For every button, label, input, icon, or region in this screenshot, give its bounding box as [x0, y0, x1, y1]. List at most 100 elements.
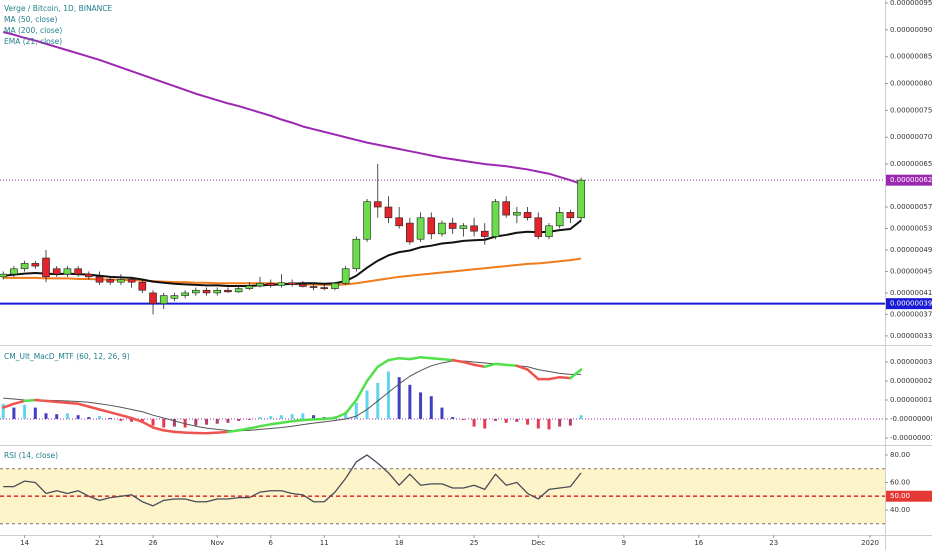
histogram-bar — [397, 377, 401, 419]
histogram-bar — [301, 413, 305, 419]
candle-body — [577, 179, 585, 219]
histogram-bar — [354, 402, 358, 419]
price-label-box — [886, 298, 932, 310]
histogram-bar — [579, 415, 583, 419]
macd-segment — [558, 375, 572, 380]
candle-body — [0, 273, 8, 278]
y-tick-label: 0.00000075 — [890, 106, 932, 114]
candle-body — [95, 276, 104, 283]
macd-segment — [333, 412, 347, 420]
y-tick-label: 0.00000037 — [890, 310, 932, 318]
macd-segment — [451, 358, 465, 364]
macd-segment — [226, 429, 240, 434]
y-tick-label: 0.00000080 — [890, 80, 932, 88]
histogram-bar — [55, 414, 59, 419]
candle-body — [245, 285, 254, 289]
candle-body — [127, 279, 136, 283]
x-tick-label: 14 — [20, 539, 29, 547]
x-tick-label: Dec — [532, 539, 546, 547]
macd-segment — [108, 411, 123, 417]
histogram-bar — [483, 418, 487, 429]
candle-body — [85, 273, 93, 278]
histogram-bar — [247, 418, 251, 420]
macd-segment — [87, 405, 101, 411]
candle-body — [138, 281, 147, 291]
macd-segment — [376, 358, 390, 369]
histogram-bar — [76, 415, 80, 419]
macd-segment — [162, 429, 176, 434]
macd-segment — [98, 408, 112, 414]
y-tick-label: 0.00000095 — [890, 0, 932, 7]
pane-title: CM_Ult_MacD_MTF (60, 12, 26, 9) — [4, 352, 130, 361]
macd-segment — [515, 364, 529, 371]
x-tick-label: 18 — [395, 539, 404, 547]
histogram-bar — [98, 416, 102, 419]
histogram-bar — [194, 418, 198, 426]
candle-body — [555, 212, 564, 227]
histogram-bar — [108, 418, 112, 419]
x-tick-label: 9 — [622, 539, 626, 547]
candle-body — [545, 225, 553, 237]
candle-body — [513, 212, 521, 216]
macd-segment — [248, 424, 262, 430]
candle-body — [117, 279, 125, 283]
candle-body — [52, 268, 61, 275]
y-tick-label: 60.00 — [890, 478, 910, 486]
histogram-bar — [269, 416, 273, 419]
price-label-box — [886, 490, 932, 502]
y-tick-label: 0.00000041 — [890, 289, 932, 297]
pane-title: RSI (14, close) — [4, 451, 58, 460]
macd-segment — [526, 368, 540, 381]
macd-segment — [462, 360, 476, 367]
macd-segment — [355, 379, 369, 402]
y-tick-label: 0.00000090 — [890, 26, 932, 34]
chart-title: Verge / Bitcoin, 1D, BINANCE — [4, 4, 113, 13]
candle-body — [341, 268, 350, 284]
candle-body — [534, 217, 543, 237]
histogram-bar — [504, 418, 508, 423]
rsi-line — [3, 454, 582, 507]
candle-body — [470, 225, 478, 232]
y-tick-label: 0.00000053 — [890, 224, 932, 232]
candle-body — [256, 282, 264, 287]
histogram-bar — [23, 404, 27, 419]
histogram-bar — [451, 417, 455, 419]
histogram-bar — [547, 418, 551, 430]
legend-entry: MA (50, close) — [4, 15, 58, 24]
histogram-bar — [290, 414, 294, 419]
x-tick-label: Nov — [210, 539, 224, 547]
histogram-bar — [44, 413, 48, 419]
histogram-bar — [226, 418, 230, 423]
candle-body — [277, 282, 286, 286]
histogram-bar — [344, 413, 348, 419]
macd-segment — [269, 421, 283, 426]
candle-body — [31, 263, 40, 267]
macd-segment — [397, 356, 412, 361]
candle-body — [106, 279, 115, 283]
legend-entry: MA (200, close) — [4, 26, 62, 35]
histogram-bar — [408, 384, 412, 419]
macd-segment — [215, 430, 230, 434]
x-tick-label: 16 — [694, 539, 703, 547]
price-label: 0.00000062 — [890, 176, 932, 184]
candle-body — [331, 282, 339, 289]
price-label-box — [886, 174, 932, 186]
price-label: 0.00000039 — [890, 300, 932, 308]
x-tick-label: 6 — [269, 539, 274, 547]
macd-segment — [290, 418, 305, 423]
macd-segment — [237, 427, 251, 432]
candle-body — [213, 289, 222, 294]
macd-segment — [173, 430, 187, 434]
macd-segment — [419, 356, 433, 360]
y-tick-label: 0.00000049 — [890, 246, 932, 254]
histogram-bar — [558, 418, 562, 427]
candle-body — [406, 222, 414, 243]
x-tick-label: 21 — [95, 539, 104, 547]
macd-segment — [258, 423, 272, 428]
y-tick-label: -0.00000001 — [890, 434, 932, 442]
macd-segment — [55, 400, 69, 405]
y-tick-label: 0.00000045 — [890, 267, 932, 275]
macd-segment — [547, 375, 561, 381]
histogram-bar — [151, 418, 155, 426]
